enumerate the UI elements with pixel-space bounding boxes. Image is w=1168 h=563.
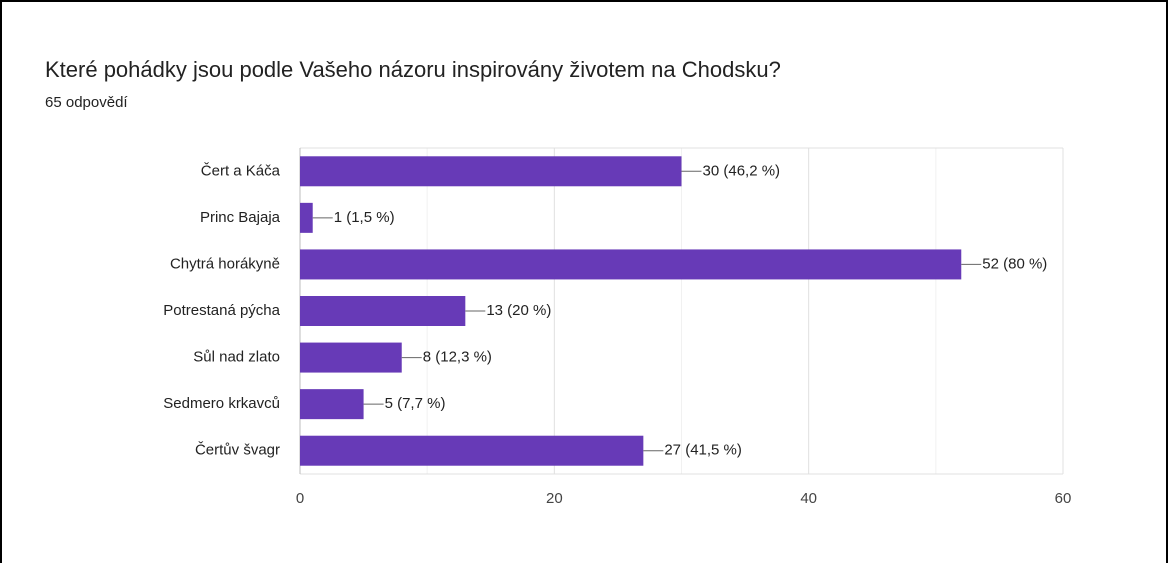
bar (300, 202, 313, 233)
y-tick-label: Sedmero krkavců (163, 395, 280, 412)
y-tick-label: Čert a Káča (201, 162, 281, 179)
data-label: 5 (7,7 %) (385, 395, 446, 412)
y-tick-label: Chytrá horákyně (170, 255, 280, 272)
bar (300, 435, 644, 466)
bar (300, 296, 466, 326)
data-label: 13 (20 %) (486, 302, 551, 319)
x-tick-label: 0 (296, 490, 304, 507)
x-tick-label: 60 (1055, 490, 1072, 507)
y-tick-label: Sůl nad zlato (193, 349, 280, 366)
bar (300, 156, 682, 187)
y-tick-label: Čertův švagr (195, 442, 280, 459)
data-label: 8 (12,3 %) (423, 349, 492, 366)
bar (300, 389, 364, 420)
x-tick-label: 40 (800, 490, 817, 507)
data-label: 52 (80 %) (982, 255, 1047, 272)
y-tick-label: Potrestaná pýcha (163, 302, 280, 319)
bar (300, 342, 402, 373)
bar (300, 249, 962, 280)
chart-subtitle: 65 odpovědí (45, 94, 128, 111)
x-tick-label: 20 (546, 490, 563, 507)
data-label: 30 (46,2 %) (703, 162, 781, 179)
data-label: 27 (41,5 %) (664, 442, 742, 459)
y-tick-label: Princ Bajaja (200, 209, 281, 226)
chart-title: Které pohádky jsou podle Vašeho názoru i… (45, 57, 781, 82)
data-label: 1 (1,5 %) (334, 209, 395, 226)
